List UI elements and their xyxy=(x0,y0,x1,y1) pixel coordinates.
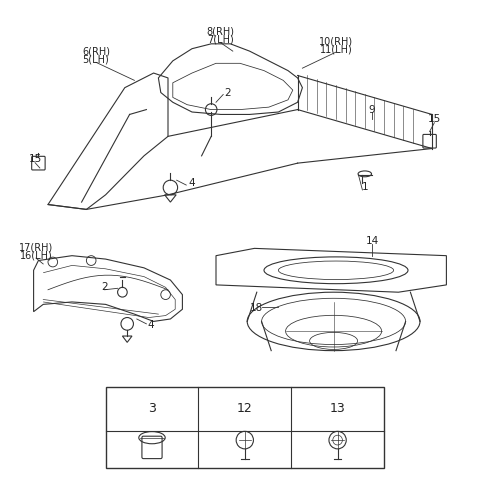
Text: 4: 4 xyxy=(148,320,155,330)
Text: 6(RH): 6(RH) xyxy=(82,46,110,56)
Text: 17(RH): 17(RH) xyxy=(19,243,53,252)
Text: 8(RH): 8(RH) xyxy=(207,27,235,37)
Text: 12: 12 xyxy=(237,402,252,415)
Text: 14: 14 xyxy=(365,236,379,246)
Text: 4: 4 xyxy=(189,178,195,187)
Text: 3: 3 xyxy=(148,402,156,415)
Text: 2: 2 xyxy=(225,88,231,97)
Text: 13: 13 xyxy=(330,402,346,415)
Text: 16(LH): 16(LH) xyxy=(20,251,52,261)
Text: 1: 1 xyxy=(361,183,368,192)
Text: 7(LH): 7(LH) xyxy=(207,35,234,45)
Bar xyxy=(106,387,384,468)
Text: 15: 15 xyxy=(28,154,42,164)
Text: 15: 15 xyxy=(428,114,441,124)
Text: 10(RH): 10(RH) xyxy=(319,37,353,46)
Text: 2: 2 xyxy=(101,282,108,292)
Text: 9: 9 xyxy=(369,105,375,114)
Text: 5(LH): 5(LH) xyxy=(83,55,109,64)
Text: 11(LH): 11(LH) xyxy=(320,45,352,55)
Text: 18: 18 xyxy=(250,303,264,313)
